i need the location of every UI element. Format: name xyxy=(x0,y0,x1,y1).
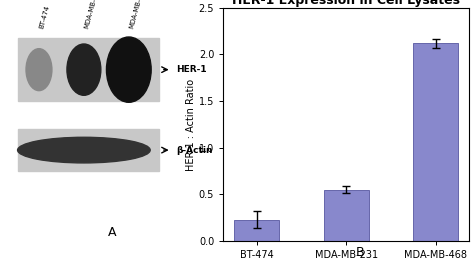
Title: HER-1 Expression in Cell Lysates: HER-1 Expression in Cell Lysates xyxy=(232,0,460,7)
Bar xyxy=(18,38,159,101)
Ellipse shape xyxy=(26,49,52,91)
Ellipse shape xyxy=(18,137,150,163)
Text: MDA-MB-231: MDA-MB-231 xyxy=(84,0,101,29)
Text: BT-474: BT-474 xyxy=(39,4,51,29)
Y-axis label: HER-1 : Actin Ratio: HER-1 : Actin Ratio xyxy=(186,78,196,171)
Text: A: A xyxy=(108,226,116,239)
Ellipse shape xyxy=(67,44,101,95)
Text: MDA-MB-468: MDA-MB-468 xyxy=(129,0,146,29)
Bar xyxy=(413,43,458,241)
Bar xyxy=(18,129,159,171)
Bar xyxy=(235,220,279,241)
Bar xyxy=(324,190,369,241)
Text: HER-1: HER-1 xyxy=(176,65,207,74)
Ellipse shape xyxy=(107,37,151,102)
Text: B: B xyxy=(356,246,365,259)
Text: β-Actin: β-Actin xyxy=(176,146,212,155)
